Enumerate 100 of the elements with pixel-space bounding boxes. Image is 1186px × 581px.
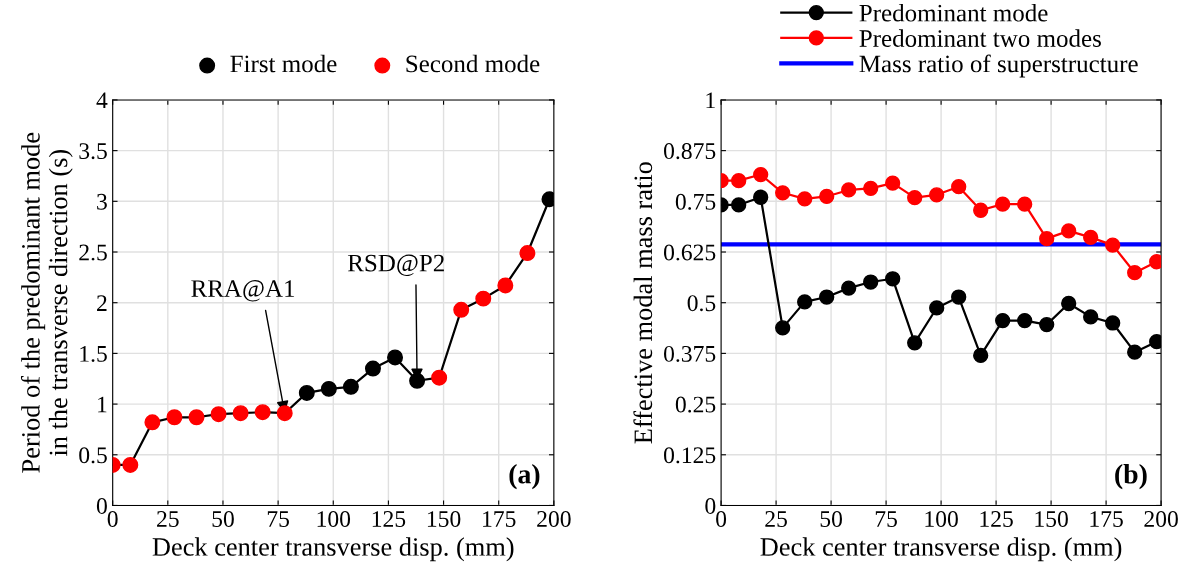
- point: [1083, 309, 1099, 325]
- point: [775, 185, 791, 201]
- point: [254, 404, 271, 421]
- point: [497, 277, 514, 294]
- y-tick-label: 1: [98, 396, 107, 413]
- x-tick-label: 125: [372, 511, 406, 527]
- y-tick-label: 0.5: [79, 447, 107, 464]
- point: [1039, 316, 1055, 333]
- y-tick-label: 3: [97, 193, 107, 210]
- x-tick-label: 75: [267, 511, 289, 527]
- y-tick-label: 0.125: [664, 447, 716, 464]
- point: [144, 414, 161, 431]
- point: [1105, 237, 1121, 253]
- y-tick-label: 2.5: [79, 244, 107, 261]
- x-tick-label: 150: [427, 511, 461, 527]
- point: [863, 274, 879, 290]
- point: [298, 384, 315, 401]
- x-tick-label: 200: [1144, 511, 1178, 527]
- x-tick-label: 25: [157, 511, 179, 527]
- point: [973, 347, 989, 364]
- y-tick-label: 0.5: [687, 295, 716, 312]
- legend-label: Predominant mode: [859, 4, 1048, 22]
- x-tick-label: 50: [212, 511, 234, 527]
- y-tick-label: 0.875: [664, 143, 716, 160]
- x-axis-title: Deck center transverse disp. (mm): [152, 537, 514, 562]
- point: [753, 166, 769, 183]
- point: [775, 320, 791, 336]
- point: [122, 456, 139, 473]
- y-tick-label: 2: [97, 295, 107, 311]
- y-tick-label: 1.5: [80, 346, 107, 362]
- point: [841, 280, 857, 296]
- point: [907, 335, 923, 351]
- annotation: RRA@A1: [191, 280, 295, 302]
- y-tick-label: 0.375: [664, 345, 716, 362]
- point: [1039, 230, 1055, 247]
- point: [364, 360, 381, 377]
- point: [1061, 223, 1077, 239]
- x-tick-label: 50: [820, 511, 842, 527]
- point: [995, 312, 1011, 329]
- y-tick-label: 0.25: [675, 396, 716, 413]
- point: [907, 190, 923, 206]
- y-tick-label: 4: [96, 92, 108, 109]
- point: [863, 180, 879, 196]
- point: [951, 179, 967, 195]
- point: [797, 191, 813, 207]
- x-tick-label: 150: [1035, 511, 1068, 527]
- x-axis-title: Deck center transverse disp. (mm): [760, 537, 1122, 562]
- point: [819, 289, 835, 305]
- point: [1127, 265, 1143, 281]
- y-tick-label: 0.75: [675, 193, 716, 210]
- x-tick-label: 175: [483, 511, 516, 527]
- y-tick-label: 0: [96, 497, 107, 514]
- point: [210, 406, 227, 423]
- point: [453, 301, 470, 318]
- point: [342, 378, 359, 395]
- point: [885, 175, 901, 191]
- point: [995, 196, 1011, 212]
- x-tick-label: 25: [765, 511, 787, 527]
- point: [797, 294, 813, 310]
- y-tick-label: 0: [705, 497, 716, 514]
- point: [409, 372, 426, 389]
- point: [188, 409, 205, 426]
- x-tick-label: 0: [107, 511, 118, 527]
- point: [1105, 315, 1121, 331]
- y-tick-label: 3.5: [79, 143, 107, 160]
- point: [1017, 312, 1033, 329]
- annotation: RSD@P2: [347, 254, 444, 277]
- point: [1017, 196, 1033, 212]
- point: [320, 380, 337, 397]
- annotation: (b): [1115, 464, 1147, 490]
- x-tick-label: 125: [980, 511, 1013, 527]
- point: [885, 271, 901, 287]
- x-tick-label: 200: [537, 511, 571, 527]
- legend-label: Mass ratio of superstructure: [859, 54, 1138, 78]
- annotation: (a): [509, 464, 540, 490]
- point: [232, 405, 249, 422]
- legend-label: First mode: [230, 54, 337, 73]
- point: [753, 189, 769, 205]
- y-tick-label: 0.625: [664, 244, 716, 261]
- point: [431, 369, 448, 386]
- point: [973, 202, 989, 218]
- x-tick-label: 100: [317, 511, 351, 527]
- x-tick-label: 100: [925, 511, 958, 527]
- point: [475, 290, 492, 307]
- legend-label: Second mode: [406, 54, 540, 73]
- point: [819, 188, 835, 205]
- point: [1127, 344, 1143, 360]
- x-tick-label: 75: [875, 511, 897, 527]
- point: [731, 197, 747, 213]
- point: [166, 409, 183, 426]
- point: [519, 245, 536, 262]
- point: [929, 300, 945, 316]
- x-tick-label: 0: [716, 511, 727, 527]
- point: [276, 405, 293, 422]
- point: [841, 182, 857, 198]
- point: [1061, 295, 1077, 312]
- point: [731, 172, 747, 189]
- point: [1083, 229, 1099, 246]
- legend-label: Predominant two modes: [859, 29, 1101, 47]
- y-tick-label: 1: [706, 92, 715, 109]
